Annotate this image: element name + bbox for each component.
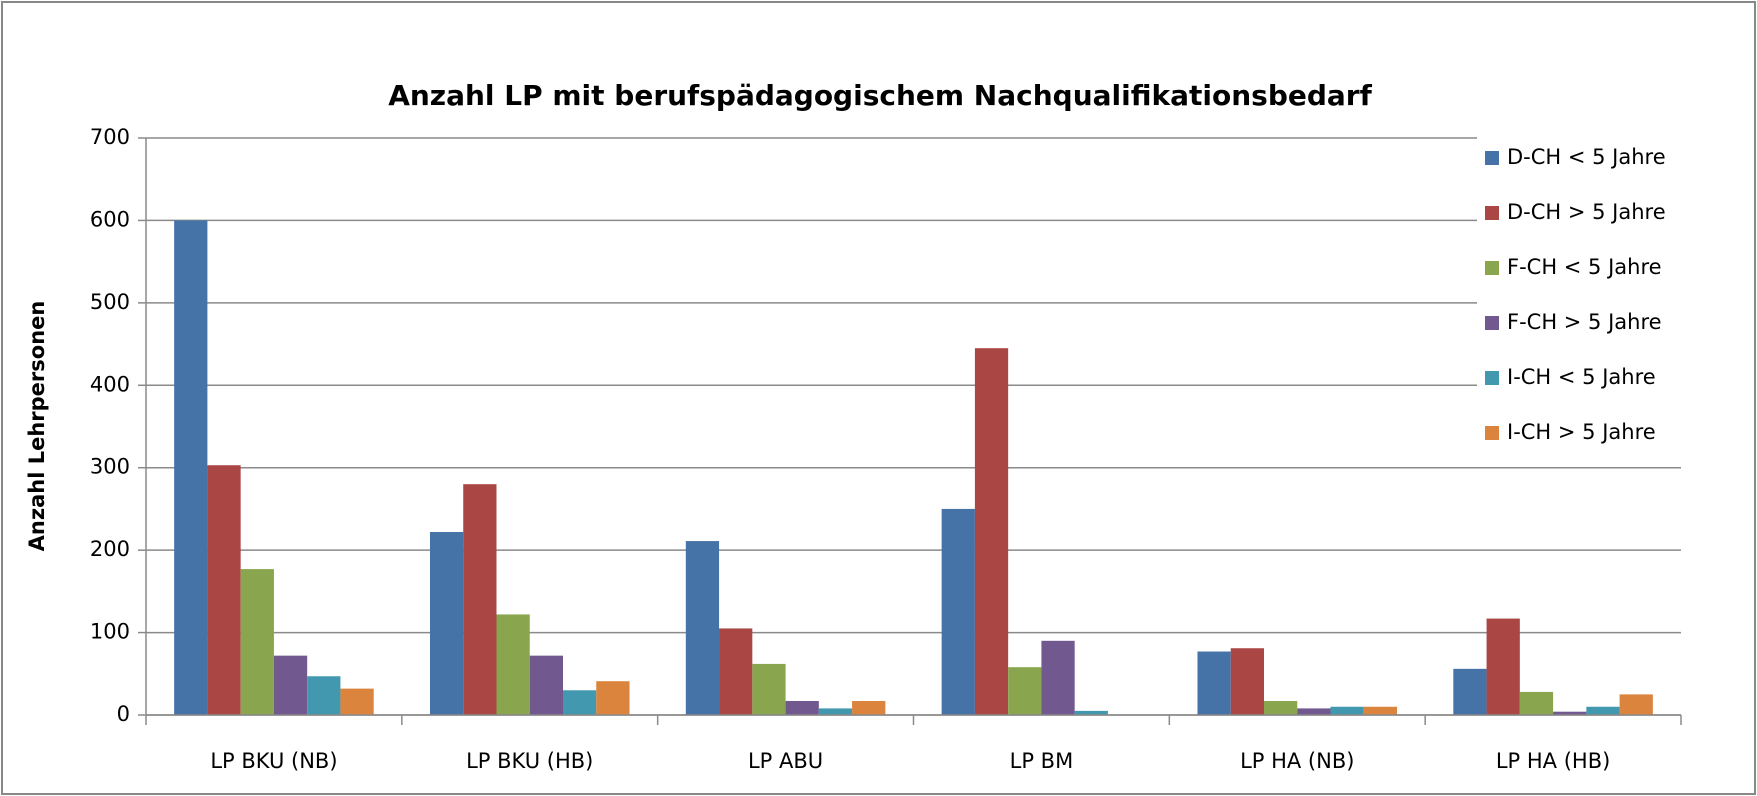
x-tick-label: LP BKU (NB) — [210, 749, 337, 773]
legend-swatch — [1485, 426, 1499, 440]
bar — [719, 628, 753, 715]
bar — [1619, 694, 1653, 715]
bar — [273, 655, 308, 715]
bar — [1553, 711, 1587, 715]
bar — [1008, 667, 1042, 715]
bar — [174, 220, 208, 715]
legend-swatch — [1485, 371, 1499, 385]
bar — [1230, 648, 1264, 715]
bar — [974, 348, 1009, 715]
y-tick-label: 400 — [90, 372, 130, 396]
bar — [1519, 691, 1554, 715]
x-tick-label: LP BM — [1010, 749, 1074, 773]
legend-background — [1477, 132, 1697, 462]
bar — [785, 700, 819, 715]
bar — [1363, 706, 1398, 715]
y-tick-label: 0 — [117, 702, 130, 726]
chart-title: Anzahl LP mit berufspädagogischem Nachqu… — [388, 79, 1372, 112]
legend-swatch — [1485, 316, 1499, 330]
bar — [596, 681, 630, 715]
x-tick-label: LP HA (NB) — [1240, 749, 1354, 773]
bar — [941, 508, 975, 715]
legend-label: I-CH < 5 Jahre — [1507, 365, 1656, 389]
bar — [1453, 668, 1487, 715]
y-tick-label: 700 — [90, 125, 130, 149]
legend-label: D-CH > 5 Jahre — [1507, 200, 1666, 224]
bar — [1074, 710, 1108, 715]
bar — [1297, 708, 1331, 715]
legend-swatch — [1485, 151, 1499, 165]
bar — [1263, 700, 1298, 715]
bar — [685, 541, 720, 715]
x-tick-label: LP ABU — [748, 749, 823, 773]
legend-label: F-CH > 5 Jahre — [1507, 310, 1662, 334]
bar — [463, 484, 497, 715]
bar — [207, 465, 241, 715]
bar — [1197, 651, 1231, 715]
bar — [529, 655, 564, 715]
bar — [1041, 640, 1075, 715]
bar — [1586, 706, 1620, 715]
bar — [563, 690, 597, 715]
bar — [752, 663, 786, 715]
x-tick-label: LP HA (HB) — [1496, 749, 1610, 773]
legend-label: I-CH > 5 Jahre — [1507, 420, 1656, 444]
bar — [496, 614, 530, 715]
bar — [1330, 706, 1364, 715]
bar — [429, 532, 464, 715]
bar — [1486, 618, 1520, 715]
x-tick-label: LP BKU (HB) — [466, 749, 593, 773]
bar — [852, 700, 886, 715]
bar — [240, 569, 274, 715]
bar — [818, 708, 853, 715]
legend-swatch — [1485, 206, 1499, 220]
y-tick-label: 600 — [90, 207, 130, 231]
bar — [307, 676, 341, 715]
y-tick-label: 500 — [90, 290, 130, 314]
y-tick-label: 300 — [90, 455, 130, 479]
bar — [340, 688, 374, 715]
y-tick-label: 100 — [90, 620, 130, 644]
legend-swatch — [1485, 261, 1499, 275]
legend-label: D-CH < 5 Jahre — [1507, 145, 1666, 169]
y-tick-label: 200 — [90, 537, 130, 561]
legend-label: F-CH < 5 Jahre — [1507, 255, 1662, 279]
y-axis-label: Anzahl Lehrpersonen — [25, 301, 49, 552]
